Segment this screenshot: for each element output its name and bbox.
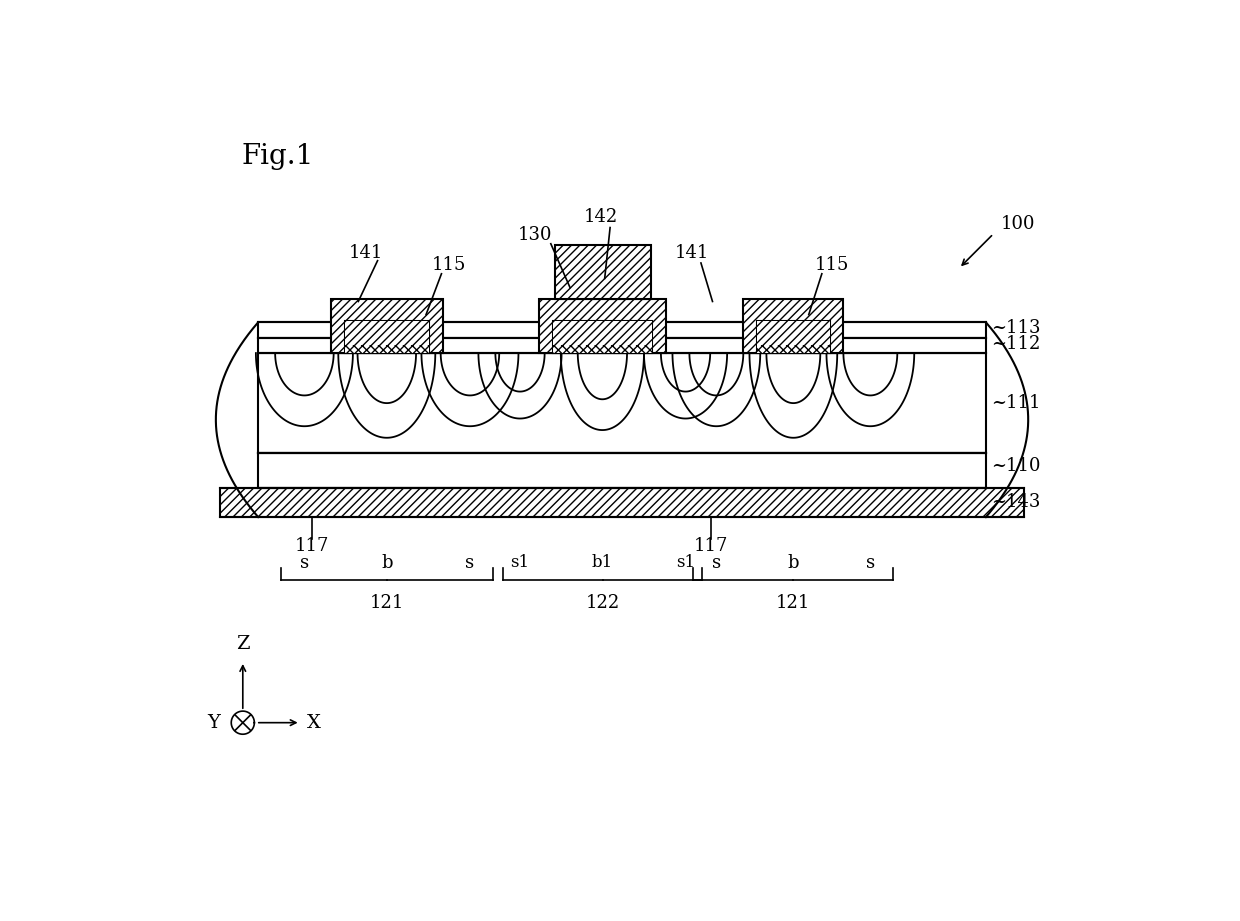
- Bar: [258, 453, 986, 488]
- Bar: [258, 338, 986, 353]
- Text: 117: 117: [693, 537, 728, 555]
- Text: 122: 122: [585, 594, 620, 612]
- Text: 115: 115: [815, 255, 849, 274]
- Text: ~110: ~110: [991, 457, 1040, 475]
- Text: 130: 130: [518, 227, 553, 244]
- Text: 115: 115: [432, 255, 466, 274]
- Text: ~111: ~111: [991, 394, 1040, 412]
- Text: 141: 141: [348, 244, 383, 262]
- Text: 100: 100: [1001, 216, 1035, 234]
- Bar: [553, 321, 652, 353]
- Text: 141: 141: [675, 244, 709, 262]
- Bar: [539, 299, 666, 353]
- Text: Y: Y: [207, 714, 221, 731]
- Text: Fig.1: Fig.1: [242, 144, 314, 170]
- Bar: [554, 245, 651, 299]
- Bar: [758, 345, 830, 353]
- Text: s: s: [300, 554, 309, 572]
- Bar: [553, 321, 652, 347]
- Text: 121: 121: [776, 594, 811, 612]
- Text: b: b: [381, 554, 393, 572]
- Bar: [758, 321, 830, 347]
- Text: ~113: ~113: [991, 320, 1040, 337]
- Text: ~112: ~112: [991, 335, 1040, 353]
- Bar: [258, 322, 986, 338]
- Text: 117: 117: [295, 537, 330, 555]
- Text: b: b: [787, 554, 799, 572]
- Text: s1: s1: [511, 554, 529, 571]
- Text: 142: 142: [584, 208, 618, 226]
- Text: X: X: [306, 714, 321, 731]
- Text: Z: Z: [236, 635, 249, 653]
- Bar: [258, 353, 986, 453]
- Bar: [219, 488, 1024, 517]
- Bar: [743, 299, 843, 353]
- Bar: [553, 345, 652, 353]
- Bar: [758, 321, 830, 353]
- Bar: [345, 321, 429, 353]
- Text: s: s: [712, 554, 720, 572]
- Bar: [345, 345, 429, 353]
- Text: ~143: ~143: [991, 494, 1040, 511]
- Text: s1: s1: [676, 554, 696, 571]
- Text: s: s: [866, 554, 875, 572]
- Text: b1: b1: [591, 554, 613, 571]
- Bar: [345, 321, 429, 347]
- Bar: [331, 299, 443, 353]
- Text: 121: 121: [370, 594, 404, 612]
- Text: s: s: [465, 554, 475, 572]
